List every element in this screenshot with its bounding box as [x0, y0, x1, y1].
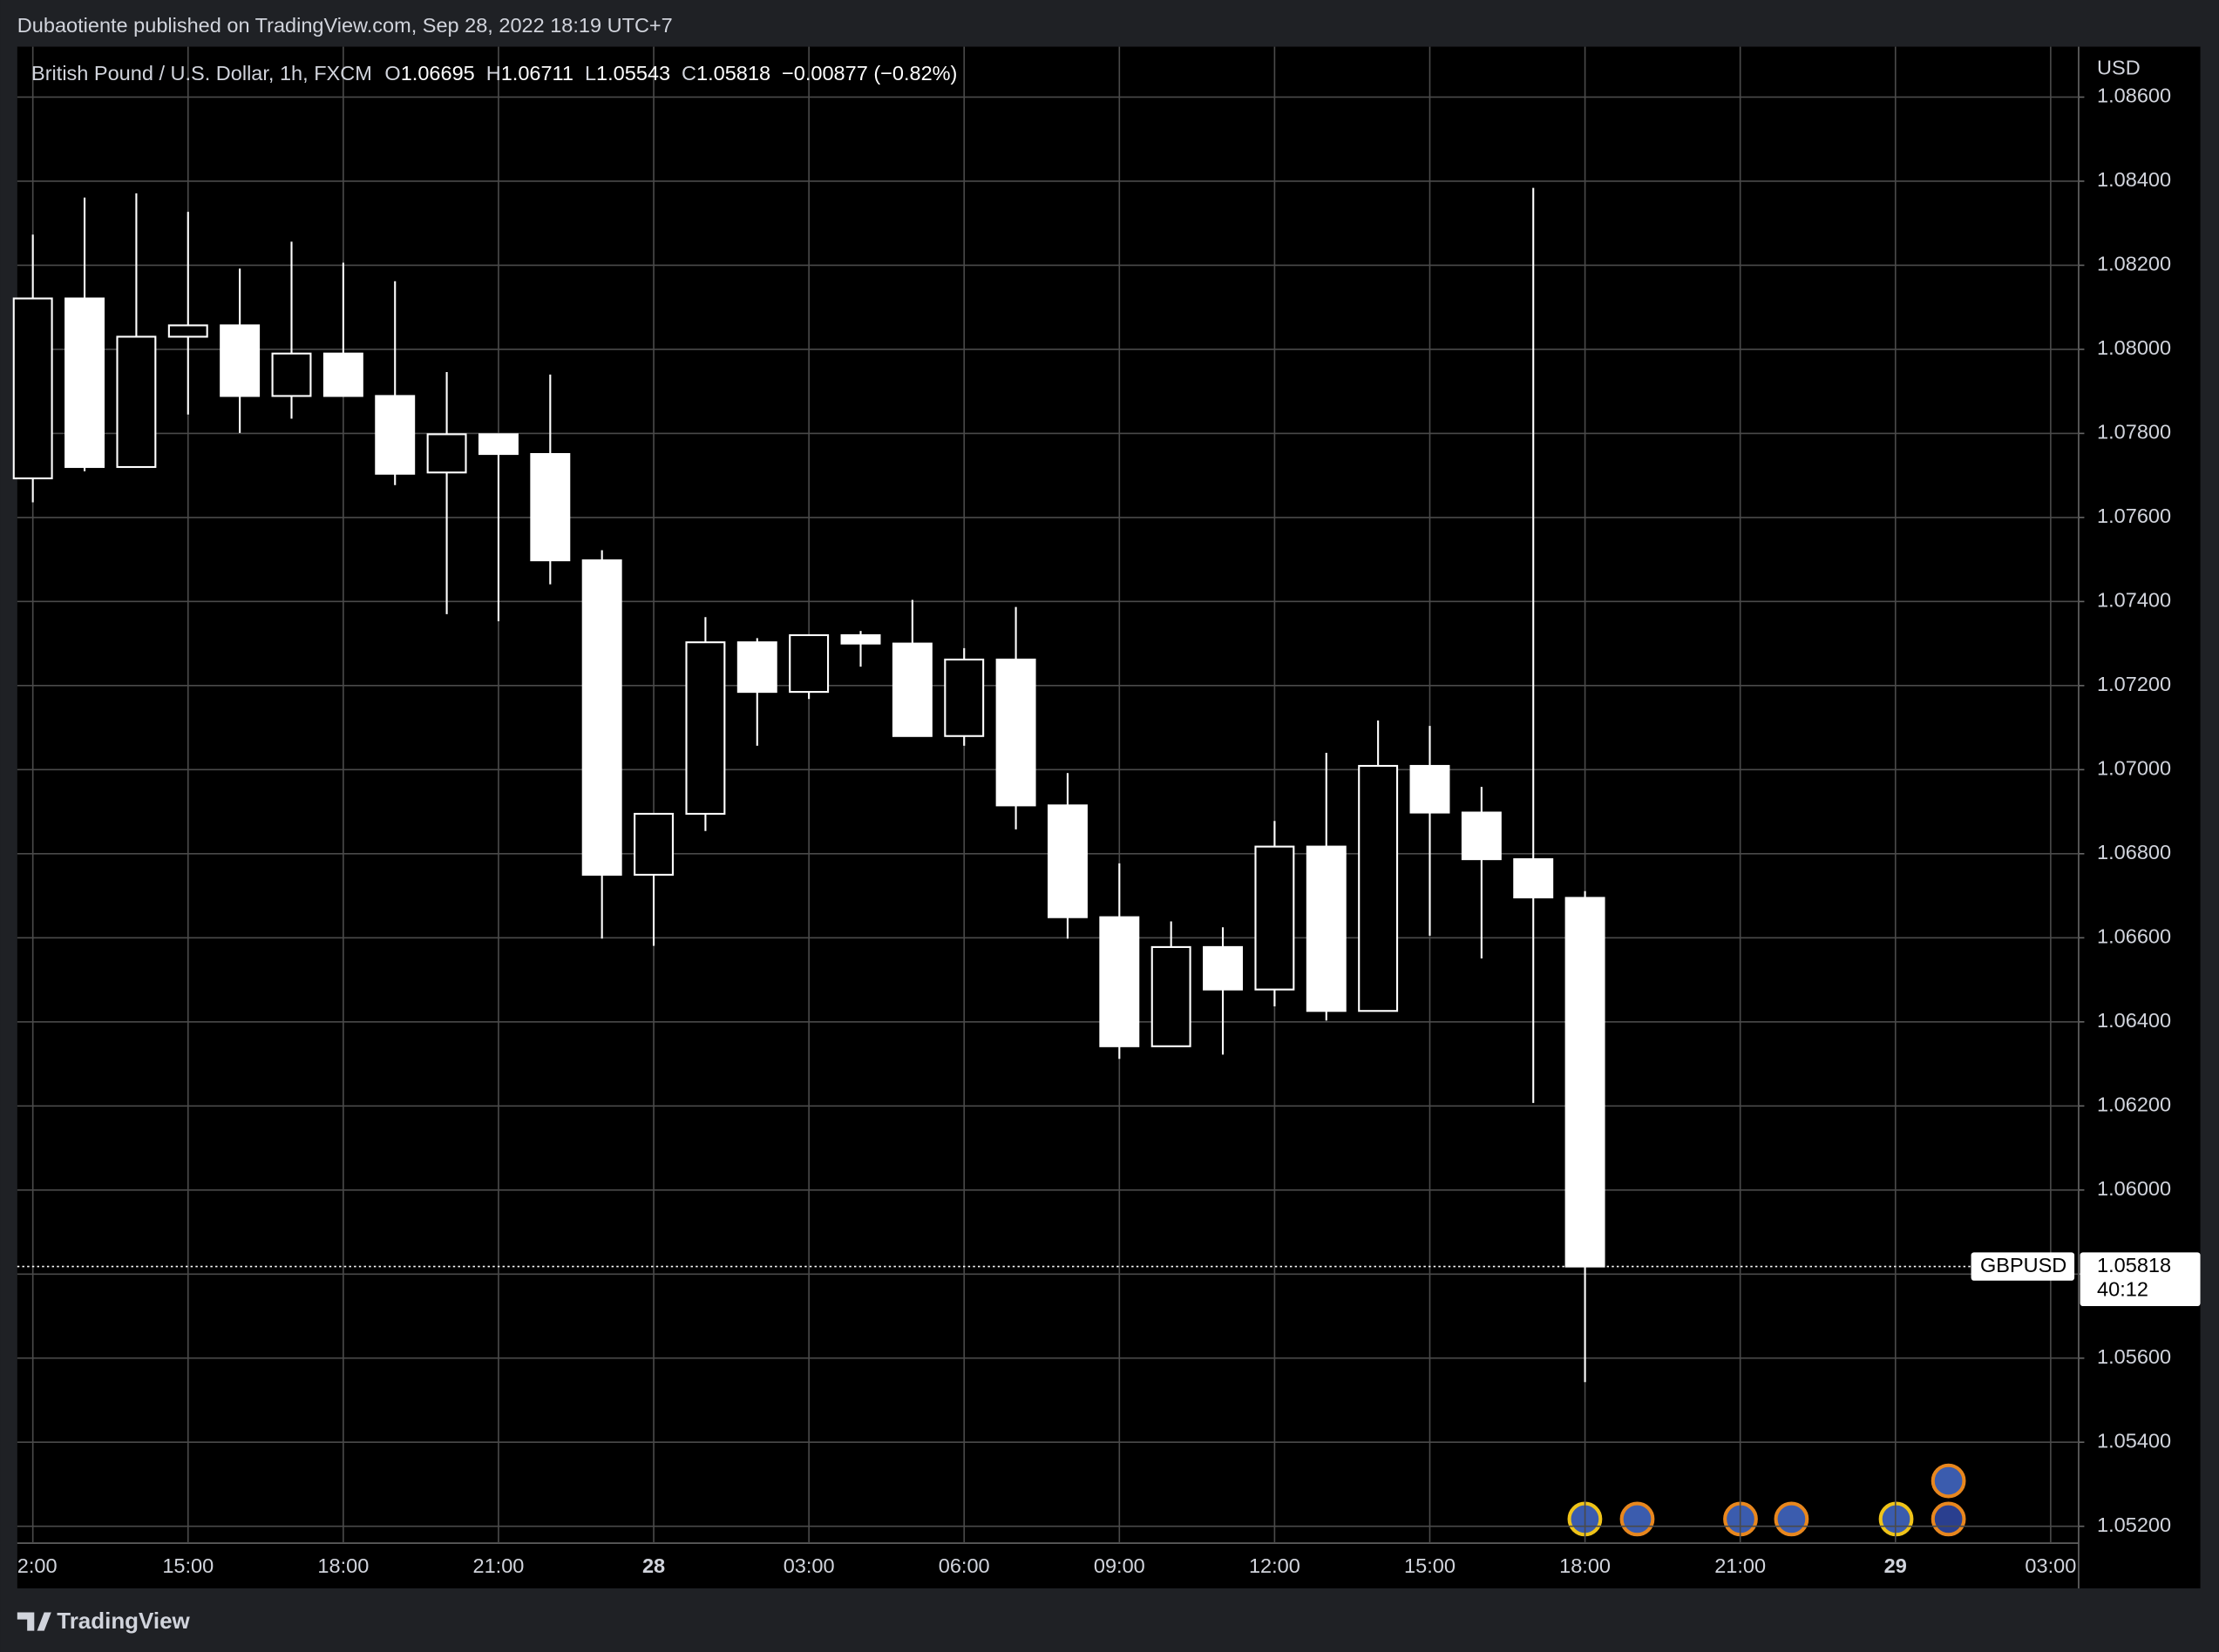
publisher: Dubaotiente published on TradingView.com…	[17, 14, 673, 37]
ohlc-key: L	[585, 62, 596, 85]
countdown: 40:12	[2097, 1277, 2148, 1300]
y-tick-label: 1.06600	[2097, 925, 2171, 948]
y-tick-label: 1.07400	[2097, 589, 2171, 612]
brand: TradingView	[57, 1608, 190, 1634]
event-icon[interactable]	[1619, 1501, 1655, 1537]
y-tick-label: 1.07200	[2097, 673, 2171, 695]
ohlc-key: O	[384, 62, 400, 85]
x-tick-label: 15:00	[162, 1554, 214, 1577]
logo-icon	[17, 1612, 51, 1631]
symbol-label: GBPUSD	[1980, 1254, 2066, 1276]
candle-body	[581, 559, 622, 877]
candle-body	[944, 658, 985, 737]
candle-body	[1047, 804, 1088, 918]
x-tick-label: 21:00	[473, 1554, 525, 1577]
candle-body	[478, 433, 519, 456]
event-icon[interactable]	[1931, 1501, 1966, 1537]
candle-body	[840, 633, 881, 645]
candle-body	[322, 352, 363, 397]
candle-body	[1564, 897, 1605, 1268]
ohlc-value: 1.05543	[596, 62, 670, 85]
candle-body	[736, 641, 777, 694]
x-tick-label: 06:00	[939, 1554, 990, 1577]
y-tick-label: 1.08000	[2097, 336, 2171, 359]
x-tick-label: 15:00	[1404, 1554, 1456, 1577]
y-tick-label: 1.05200	[2097, 1513, 2171, 1536]
candle-body	[995, 658, 1036, 807]
y-tick-label: 1.05600	[2097, 1345, 2171, 1368]
candle-body	[1513, 858, 1554, 899]
x-tick-label: 28	[642, 1554, 665, 1577]
y-tick-label: 1.08400	[2097, 168, 2171, 191]
x-tick-label: 2:00	[17, 1554, 58, 1577]
y-tick-label: 1.07800	[2097, 421, 2171, 443]
candle-body	[1150, 945, 1191, 1047]
candle-body	[1203, 945, 1244, 991]
x-tick-label: 09:00	[1094, 1554, 1145, 1577]
candle-body	[116, 335, 157, 469]
logo: TradingView	[17, 1608, 191, 1634]
y-tick-label: 1.06000	[2097, 1177, 2171, 1200]
y-tick-label: 1.08200	[2097, 253, 2171, 275]
x-tick-label: 18:00	[1559, 1554, 1611, 1577]
x-tick-label: 12:00	[1249, 1554, 1300, 1577]
y-tick-label: 1.08600	[2097, 85, 2171, 107]
candle-body	[1358, 764, 1399, 1012]
candle-body	[634, 812, 675, 877]
candle-body	[530, 452, 571, 562]
ohlc-key: C	[682, 62, 696, 85]
event-icon[interactable]	[1931, 1463, 1966, 1499]
x-tick-label: 03:00	[784, 1554, 835, 1577]
x-tick-label: 21:00	[1714, 1554, 1766, 1577]
plot	[12, 187, 1605, 1383]
y-tick-label: 1.07600	[2097, 504, 2171, 527]
ohlc-legend: British Pound / U.S. Dollar, 1h, FXCM O1.…	[31, 62, 957, 85]
candle-body	[1461, 811, 1502, 861]
candle-body	[375, 395, 416, 475]
y-tick-label: 1.06200	[2097, 1093, 2171, 1116]
event-icon[interactable]	[1774, 1501, 1809, 1537]
change: −0.00877 (−0.82%)	[782, 62, 957, 85]
chart-area	[17, 46, 2201, 1588]
candle-body	[685, 641, 726, 816]
candle-body	[1306, 845, 1347, 1012]
candle-body	[789, 633, 830, 694]
x-tick-label: 29	[1884, 1554, 1907, 1577]
ohlc-value: 1.06711	[501, 62, 573, 85]
candle-body	[64, 297, 105, 469]
x-tick-label: 03:00	[2025, 1554, 2076, 1577]
candle-body	[426, 433, 467, 474]
last-price-label: 1.05818	[2097, 1254, 2171, 1276]
y-tick-label: 1.07000	[2097, 757, 2171, 780]
y-tick-label: 1.06800	[2097, 841, 2171, 863]
candle-body	[1099, 916, 1140, 1047]
ohlc-value: 1.05818	[696, 62, 770, 85]
y-tick-label: 1.05400	[2097, 1429, 2171, 1452]
x-tick-label: 18:00	[317, 1554, 369, 1577]
candle-body	[220, 324, 261, 397]
candle-body	[1409, 764, 1450, 814]
candle-body	[271, 352, 312, 397]
candle-body	[892, 642, 933, 737]
ohlc-key: H	[486, 62, 501, 85]
ohlc-value: 1.06695	[401, 62, 475, 85]
symbol-badge	[1971, 1252, 2075, 1281]
price-badge	[2080, 1252, 2201, 1307]
y-tick-label: 1.06400	[2097, 1009, 2171, 1032]
candle-body	[12, 297, 53, 480]
currency: USD	[2097, 57, 2141, 79]
candle-body	[167, 324, 208, 338]
title: British Pound / U.S. Dollar, 1h, FXCM	[31, 62, 372, 85]
candle-body	[1254, 845, 1295, 991]
